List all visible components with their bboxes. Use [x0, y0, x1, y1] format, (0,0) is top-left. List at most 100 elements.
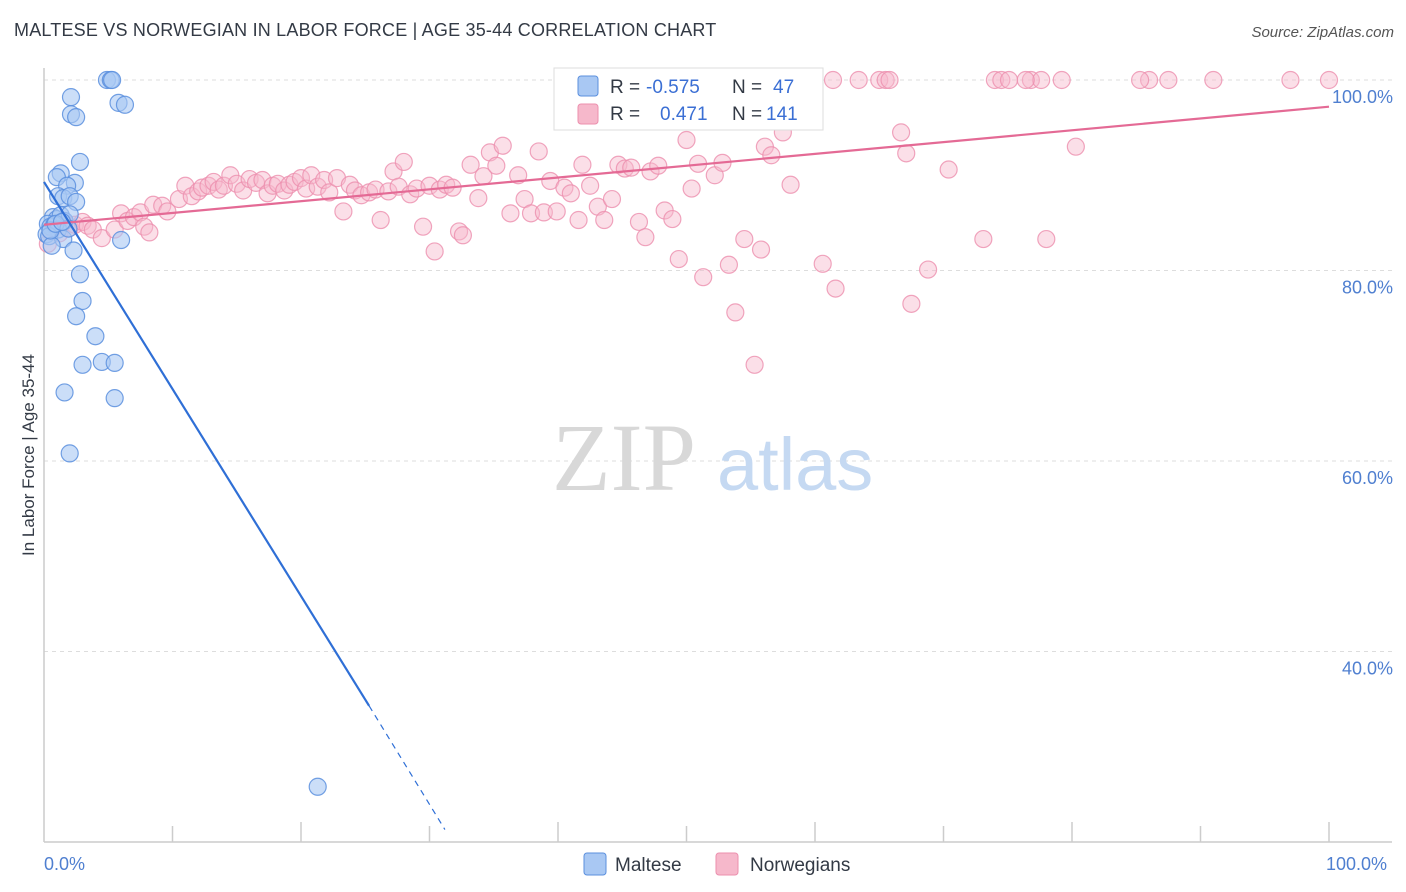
norwegians-point-59	[394, 152, 413, 172]
chart-title: MALTESE VS NORWEGIAN IN LABOR FORCE | AG…	[14, 20, 717, 40]
norwegians-point-83	[547, 202, 566, 221]
norwegians-point-91	[602, 189, 622, 209]
legend-norwegian-n-value: 141	[766, 104, 798, 125]
maltese-point-4	[115, 95, 135, 114]
norwegians-point-86	[569, 210, 588, 230]
norwegians-point-45	[308, 177, 327, 196]
norwegians-point-71	[469, 189, 488, 208]
series-legend: Maltese Norwegians	[583, 852, 850, 876]
legend-maltese-r-value: -0.575	[646, 77, 700, 98]
y-tick-label-100: 100.0%	[1332, 87, 1393, 107]
norwegians-point-79	[521, 204, 541, 223]
norwegians-point-136	[1052, 70, 1071, 90]
norwegians-point-77	[509, 166, 528, 185]
norwegians-point-96	[636, 228, 655, 247]
watermark-zip: ZIP	[552, 404, 696, 511]
norwegians-point-140	[1204, 70, 1223, 90]
maltese-point-32	[70, 265, 90, 284]
norwegians-point-126	[902, 294, 921, 313]
x-tick-label-max: 100.0%	[1326, 854, 1387, 874]
norwegians-point-103	[682, 179, 701, 198]
x-tick-labels: 0.0% 100.0%	[44, 854, 1387, 874]
norwegians-point-101	[669, 249, 688, 269]
norwegians-point-148	[1131, 70, 1150, 90]
maltese-point-38	[105, 353, 124, 372]
maltese-point-36	[73, 355, 92, 374]
y-axis-label: In Labor Force | Age 35-44	[19, 354, 38, 556]
norwegians-point-121	[849, 70, 868, 90]
maltese-point-5	[61, 88, 81, 107]
series-legend-maltese-swatch	[583, 852, 607, 876]
norwegians-point-119	[813, 254, 832, 273]
norwegians-point-109	[726, 303, 745, 322]
series-legend-maltese-label: Maltese	[615, 855, 682, 876]
norwegians-point-62	[413, 217, 433, 236]
norwegians-point-137	[1066, 137, 1085, 156]
norwegians-point-128	[939, 160, 958, 179]
norwegians-point-142	[1319, 70, 1339, 90]
norwegians-point-10	[92, 229, 111, 248]
norwegians-point-134	[1032, 70, 1051, 90]
x-ticks	[171, 822, 1330, 842]
y-tick-labels: 40.0% 60.0% 80.0% 100.0%	[1332, 87, 1393, 679]
watermark-atlas: atlas	[717, 423, 873, 506]
x-tick-label-min: 0.0%	[44, 854, 85, 874]
norwegians-point-20	[158, 202, 177, 221]
norwegians-point-131	[992, 70, 1011, 90]
norwegians-point-133	[1021, 70, 1040, 90]
legend-maltese-r-label: R =	[610, 77, 640, 98]
legend-norwegian-n-label: N =	[732, 104, 762, 125]
norwegians-point-16	[135, 217, 154, 236]
norwegians-point-76	[501, 204, 520, 223]
maltese-point-8	[70, 152, 90, 172]
maltese-point-40	[105, 389, 124, 408]
norwegians-point-88	[581, 176, 600, 195]
norwegians-point-50	[340, 175, 359, 194]
norwegians-point-35	[253, 170, 272, 190]
norwegians-point-125	[897, 144, 916, 163]
legend-maltese-n-label: N =	[732, 77, 762, 98]
norwegians-point-112	[751, 240, 771, 259]
maltese-point-42	[308, 777, 327, 796]
maltese-point-39	[55, 383, 74, 402]
correlation-legend: R = -0.575 N = 47 R = 0.471 N = 141	[553, 67, 824, 131]
maltese-trend-line	[43, 181, 371, 707]
norwegians-point-122	[870, 70, 889, 90]
source-label: Source: ZipAtlas.com	[1251, 24, 1394, 41]
norwegians-trend-line	[43, 105, 1330, 226]
watermark: ZIP atlas	[552, 404, 873, 511]
maltese-trend-line-extension	[368, 705, 446, 830]
norwegians-point-110	[735, 229, 754, 249]
maltese-point-34	[67, 307, 86, 326]
norwegians-point-139	[1159, 70, 1178, 90]
norwegians-point-116	[781, 175, 800, 194]
legend-maltese-swatch	[577, 75, 599, 97]
trend-lines	[43, 105, 1330, 830]
legend-norwegian-r-value: 0.471	[660, 104, 708, 125]
axes	[43, 68, 1392, 843]
norwegians-point-49	[334, 202, 353, 221]
norwegians-point-100	[663, 209, 682, 229]
norwegians-point-64	[425, 242, 444, 261]
legend-box	[553, 67, 824, 131]
norwegians-point-43	[297, 179, 316, 198]
maltese-point-33	[73, 291, 92, 311]
legend-norwegian-r-label: R =	[610, 104, 640, 125]
maltese-point-2	[103, 70, 122, 90]
norwegians-point-144	[1016, 70, 1035, 90]
legend-maltese-n-value: 47	[773, 77, 794, 98]
norwegians-point-47	[320, 183, 339, 202]
norwegians-point-42	[291, 169, 311, 188]
norwegians-point-81	[534, 203, 553, 222]
norwegians-point-127	[918, 260, 938, 279]
norwegians-point-95	[629, 212, 649, 232]
y-tick-label-60: 60.0%	[1342, 468, 1393, 488]
norwegians-point-69	[453, 226, 473, 245]
norwegians-point-129	[974, 229, 993, 249]
norwegians-point-90	[595, 210, 614, 230]
norwegians-point-94	[622, 158, 641, 177]
norwegians-point-145	[823, 70, 843, 90]
norwegians-point-130	[985, 70, 1005, 90]
norwegians-point-105	[694, 268, 713, 287]
norwegians-point-102	[677, 130, 696, 150]
